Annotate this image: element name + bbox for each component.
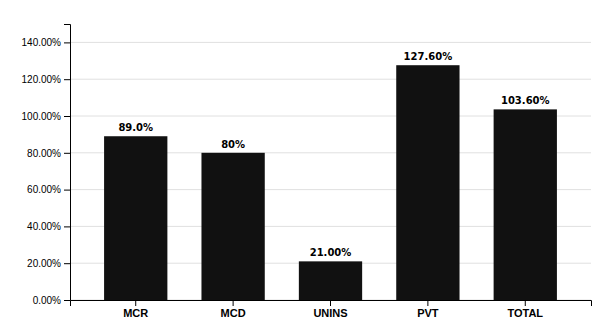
data-label: 89.0% (118, 122, 153, 133)
data-label: 21.00% (310, 247, 352, 258)
tick-label: 0.00% (33, 295, 61, 306)
bars (104, 65, 557, 300)
tick: 140.00% (22, 37, 70, 48)
tick-mark (135, 300, 136, 306)
tick: MCD (221, 300, 246, 319)
tick: UNINS (313, 300, 347, 319)
tick-label: UNINS (313, 307, 347, 319)
tick-label: 120.00% (22, 74, 62, 85)
tick-label: 40.00% (27, 221, 61, 232)
tick-mark (330, 300, 331, 306)
tick: 40.00% (27, 221, 70, 232)
tick-mark (64, 300, 70, 301)
tick-mark (64, 116, 70, 117)
tick: 0.00% (33, 295, 70, 306)
tick-mark (427, 300, 428, 306)
tick-mark (64, 79, 70, 80)
tick-label: MCD (221, 307, 246, 319)
tick-mark (64, 42, 70, 43)
data-label: 103.60% (501, 95, 550, 106)
tick: 80.00% (27, 148, 70, 159)
tick-label: 60.00% (27, 184, 61, 195)
tick: 120.00% (22, 74, 70, 85)
tick: 20.00% (27, 258, 70, 269)
axis-line (71, 301, 592, 307)
grid (70, 42, 591, 300)
x-axis: MCR MCD UNINS PVT TOTAL (71, 300, 592, 319)
bar (396, 65, 459, 300)
data-label: 80% (221, 139, 245, 150)
grid-line (70, 79, 591, 80)
tick-label: 140.00% (22, 37, 62, 48)
tick-mark (64, 263, 70, 264)
axis-line (64, 25, 71, 301)
tick-label: TOTAL (507, 307, 543, 319)
tick-label: 100.00% (22, 111, 62, 122)
y-axis: 0.00% 20.00% 40.00% 60.00% 80.00% 100.00% 120.… (22, 25, 71, 306)
plot-area: MCR MCD UNINS PVT TOTAL 0.00% 20.00% 40.00% 60.0… (22, 25, 592, 319)
chart-svg: MCR MCD UNINS PVT TOTAL 0.00% 20.00% 40.00% 60.0… (0, 0, 611, 332)
tick-mark (233, 300, 234, 306)
tick-mark (64, 190, 70, 191)
tick: 100.00% (22, 111, 70, 122)
tick: 60.00% (27, 184, 70, 195)
tick-label: 80.00% (27, 148, 61, 159)
data-label: 127.60% (404, 51, 453, 62)
tick-label: PVT (417, 307, 439, 319)
tick-mark (64, 226, 70, 227)
bar (494, 109, 557, 300)
data-labels: 89.0% 80% 21.00% 127.60% 103.60% (118, 51, 549, 258)
tick: PVT (417, 300, 439, 319)
bar (201, 153, 264, 300)
tick: TOTAL (507, 300, 543, 319)
grid-line (70, 42, 591, 43)
bar (299, 261, 362, 300)
chart-container: MCR MCD UNINS PVT TOTAL 0.00% 20.00% 40.00% 60.0… (0, 0, 611, 332)
tick: MCR (123, 300, 148, 319)
tick-label: 20.00% (27, 258, 61, 269)
tick-mark (525, 300, 526, 306)
tick-mark (64, 153, 70, 154)
bar (104, 136, 167, 300)
tick-label: MCR (123, 307, 148, 319)
